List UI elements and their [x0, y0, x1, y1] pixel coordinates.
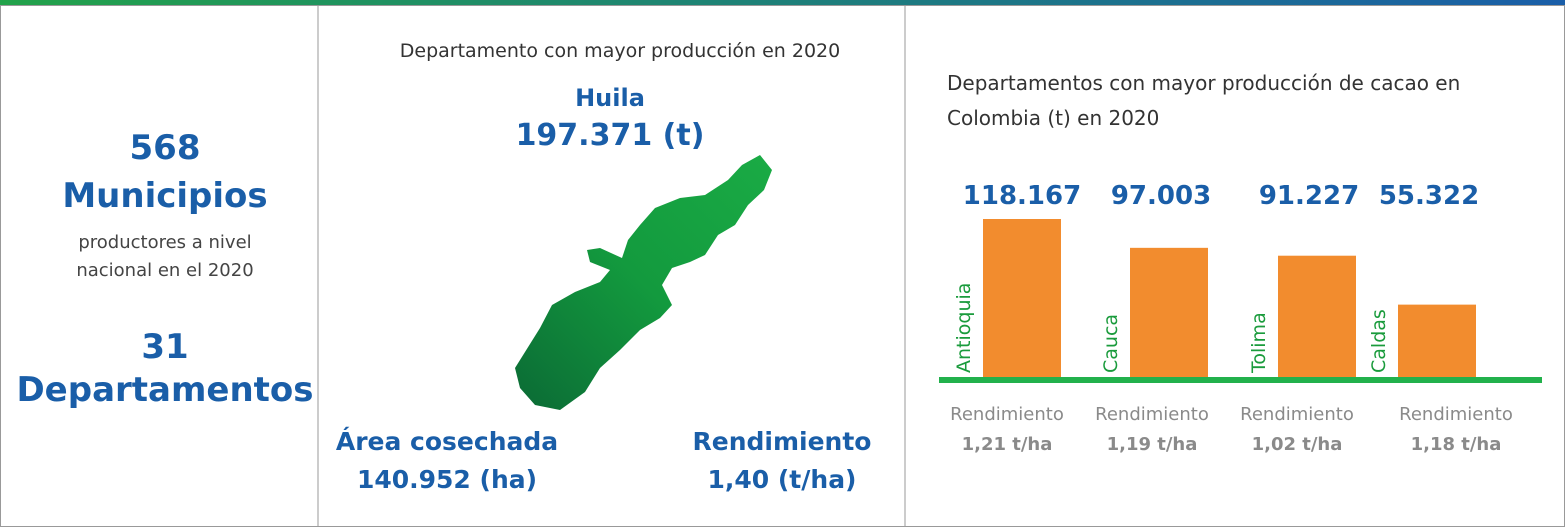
- label: Departamentos: [16, 370, 314, 410]
- value-label: 97.003: [1111, 181, 1211, 211]
- yield-label: Rendimiento: [950, 404, 1064, 425]
- label: Municipios: [62, 176, 268, 216]
- category-label: Caldas: [1368, 309, 1390, 373]
- category-label: Antioquia: [953, 283, 975, 373]
- chart-title: Departamentos con mayor producción de ca…: [947, 71, 1461, 130]
- yield-value: 1,18 t/ha: [1411, 434, 1502, 455]
- value-label: 55.322: [1379, 181, 1479, 211]
- top-stripe: [0, 0, 1565, 5]
- area-label: Área cosechada: [335, 427, 559, 456]
- count: 568: [129, 128, 201, 168]
- yield-label: Rendimiento: [1240, 404, 1354, 425]
- value-label: 91.227: [1259, 181, 1359, 211]
- bar: [983, 219, 1061, 380]
- value-label: 118.167: [963, 181, 1081, 211]
- production: 197.371 (t): [515, 118, 705, 153]
- yield-value: 1,02 t/ha: [1252, 434, 1343, 455]
- yield-label: Rendimiento: [1095, 404, 1209, 425]
- yield-label: Rendimiento: [1399, 404, 1513, 425]
- count: 31: [141, 327, 189, 367]
- category-label: Tolima: [1248, 312, 1270, 374]
- yield-value: 1,21 t/ha: [962, 434, 1053, 455]
- bar: [1278, 255, 1356, 380]
- yield-label: Rendimiento: [692, 427, 872, 456]
- category-label: Cauca: [1100, 314, 1122, 373]
- baseline: [939, 377, 1542, 383]
- huila-map: [515, 155, 772, 410]
- bar: [1398, 304, 1476, 380]
- yield: 1,40 (t/ha): [707, 465, 857, 494]
- description: nacional en el 2020: [76, 260, 254, 281]
- description: productores a nivel: [78, 232, 252, 253]
- panel-title: Departamento con mayor producción en 202…: [399, 40, 841, 62]
- yield-value: 1,19 t/ha: [1107, 434, 1198, 455]
- department: Huila: [575, 84, 645, 112]
- bar: [1130, 247, 1208, 380]
- area: 140.952 (ha): [356, 465, 538, 494]
